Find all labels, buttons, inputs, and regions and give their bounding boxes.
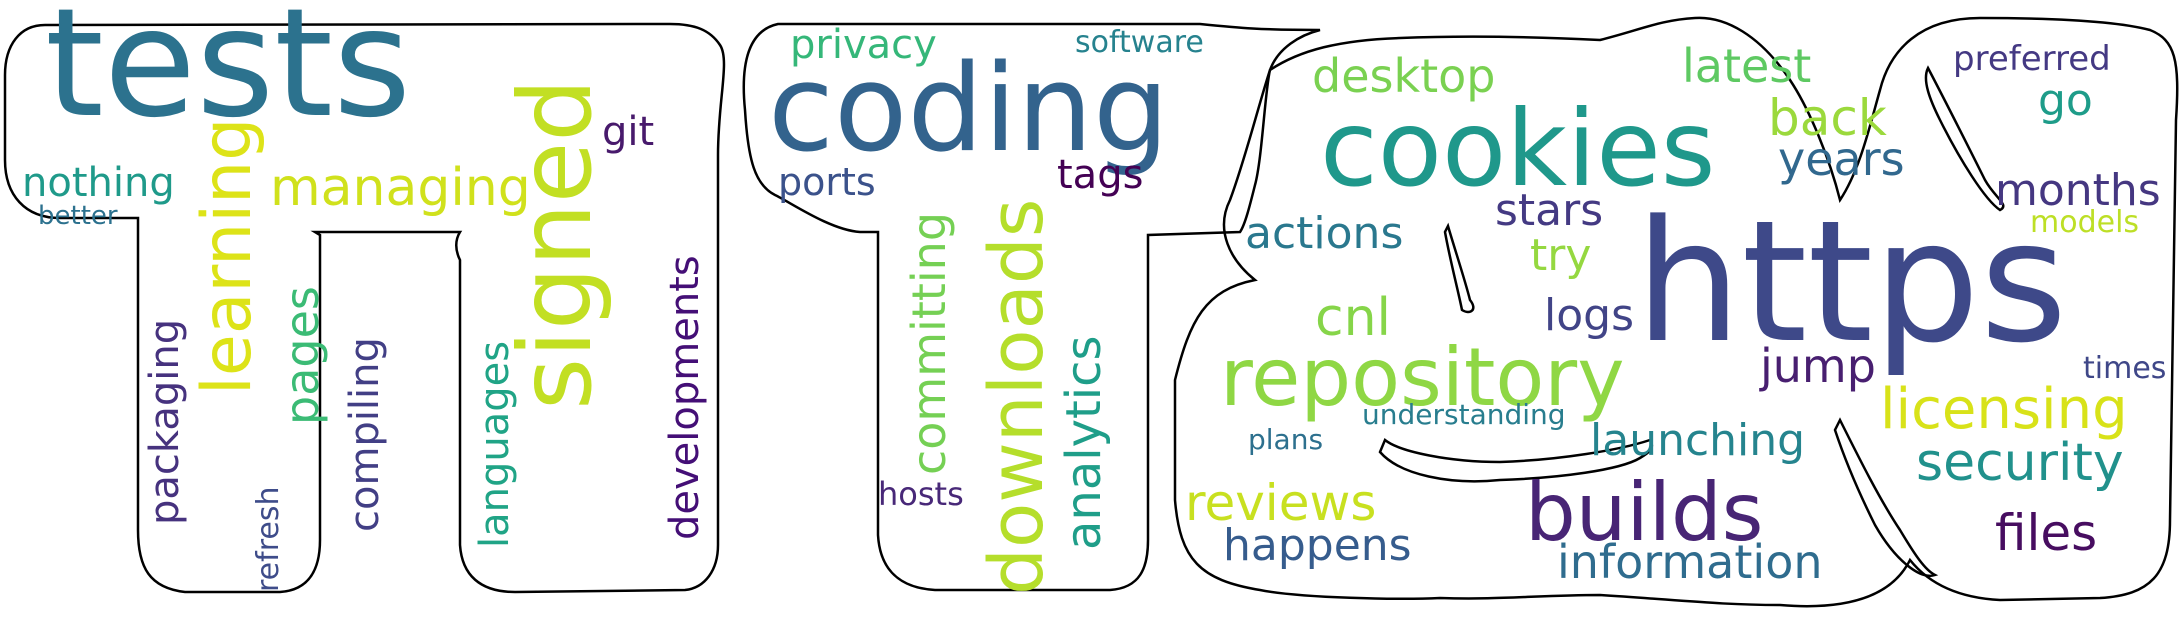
word-refresh: refresh xyxy=(251,487,286,592)
word-happens: happens xyxy=(1223,520,1412,571)
word-back: back xyxy=(1768,89,1887,147)
word-packaging: packaging xyxy=(142,319,188,525)
word-layer: tests signed learning managing nothingbetter… xyxy=(22,0,2166,595)
word-cookies: cookies xyxy=(1320,88,1716,210)
word-pages: pages xyxy=(275,286,329,425)
word-learning: learning xyxy=(188,118,267,395)
word-licensing: licensing xyxy=(1880,377,2128,442)
word-latest: latest xyxy=(1682,39,1811,93)
word-jump: jump xyxy=(1759,339,1876,393)
word-preferred: preferred xyxy=(1953,39,2111,79)
word-https: https xyxy=(1635,184,2067,380)
word-ports: ports xyxy=(778,160,876,204)
word-try: try xyxy=(1530,230,1591,281)
word-cnl: cnl xyxy=(1315,288,1391,348)
word-information: information xyxy=(1557,535,1823,589)
outline-letter-t-1 xyxy=(3,22,726,594)
word-tags: tags xyxy=(1057,152,1143,198)
word-reviews: reviews xyxy=(1185,474,1376,532)
word-developments: developments xyxy=(662,255,708,540)
word-plans: plans xyxy=(1248,423,1323,456)
word-understanding: understanding xyxy=(1362,398,1566,431)
word-files: files xyxy=(1995,504,2097,562)
word-software: software xyxy=(1075,25,1204,60)
outline-notch-r xyxy=(1924,65,2005,212)
word-launching: launching xyxy=(1590,415,1805,466)
word-committing: committing xyxy=(902,212,956,475)
word-go: go xyxy=(2038,75,2093,126)
word-logs: logs xyxy=(1544,290,1634,341)
word-times: times xyxy=(2083,351,2166,386)
word-better: better xyxy=(38,201,118,231)
word-security: security xyxy=(1916,433,2124,493)
word-hosts: hosts xyxy=(878,475,964,513)
outline-leg-r xyxy=(1833,417,1939,577)
outline-letter-r xyxy=(1173,16,2179,608)
word-managing: managing xyxy=(270,158,531,218)
word-models: models xyxy=(2030,205,2139,240)
word-stars: stars xyxy=(1495,185,1603,236)
word-actions: actions xyxy=(1245,208,1403,259)
word-desktop: desktop xyxy=(1312,49,1495,103)
word-privacy: privacy xyxy=(790,22,937,68)
word-analytics: analytics xyxy=(1056,335,1112,550)
word-repository: repository xyxy=(1220,331,1625,424)
word-tests: tests xyxy=(45,0,411,151)
word-signed: signed xyxy=(497,78,614,410)
word-years: years xyxy=(1778,132,1905,186)
word-compiling: compiling xyxy=(342,337,388,532)
word-coding: coding xyxy=(768,40,1169,179)
outline-hole-r-arc xyxy=(1378,437,1654,483)
word-months: months xyxy=(1995,165,2161,216)
word-builds: builds xyxy=(1525,466,1763,559)
outline-hole-r-stroke xyxy=(1443,222,1475,314)
word-downloads: downloads xyxy=(974,199,1060,595)
word-nothing: nothing xyxy=(22,160,175,206)
outline-letter-t-2 xyxy=(742,22,1321,592)
letter-outlines xyxy=(3,16,2179,608)
word-languages: languages xyxy=(472,341,518,548)
word-git: git xyxy=(602,109,654,155)
